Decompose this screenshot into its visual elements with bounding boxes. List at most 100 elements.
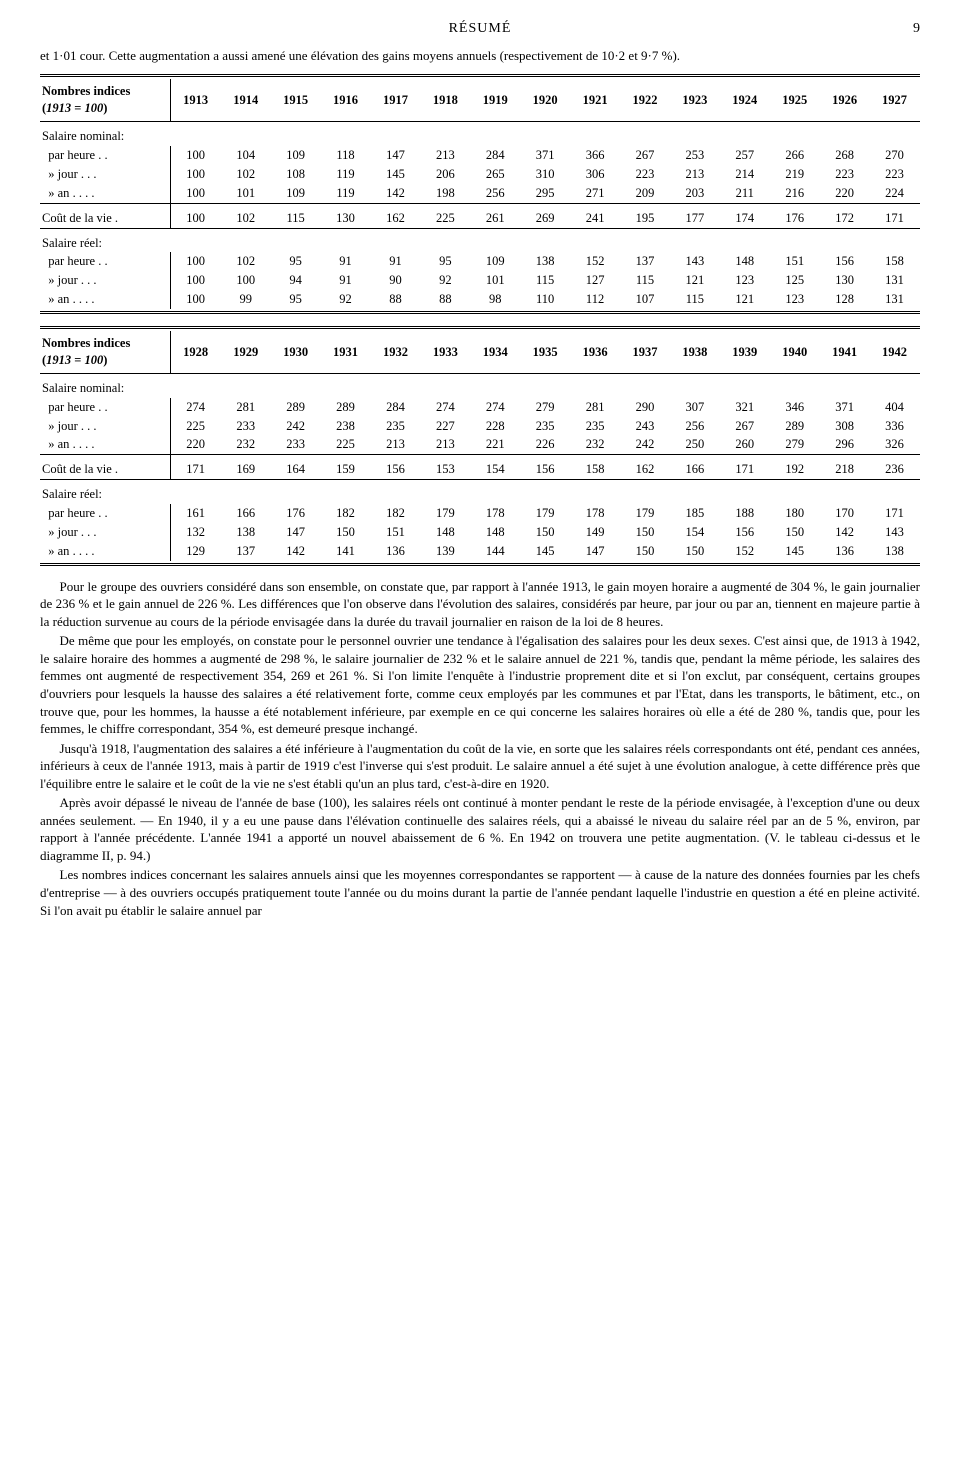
table-cell: 177: [670, 204, 720, 228]
table-cell: 109: [470, 252, 520, 271]
table-cell: 95: [271, 252, 321, 271]
table-cell: 147: [271, 523, 321, 542]
table-cell: 404: [870, 398, 920, 417]
row-label: par heure: [40, 398, 170, 417]
table-cell: 256: [670, 417, 720, 436]
table-cell: 188: [720, 504, 770, 523]
year-header: 1933: [420, 331, 470, 373]
table-cell: 235: [370, 417, 420, 436]
row-label: » an: [40, 184, 170, 203]
table-cell: 223: [870, 165, 920, 184]
group-header: Salaire nominal:: [40, 122, 920, 146]
table-cell: 171: [720, 455, 770, 479]
table-cell: 132: [170, 523, 221, 542]
table-cell: 138: [870, 542, 920, 561]
table-cell: 150: [321, 523, 371, 542]
table-cell: 242: [620, 435, 670, 454]
table-cell: 143: [670, 252, 720, 271]
table-cell: 148: [720, 252, 770, 271]
table-cell: 112: [570, 290, 620, 309]
row-label: » jour: [40, 523, 170, 542]
table-cell: 371: [820, 398, 870, 417]
year-header: 1939: [720, 331, 770, 373]
table-cell: 176: [770, 204, 820, 228]
table-cell: 289: [321, 398, 371, 417]
table-cell: 267: [620, 146, 670, 165]
table-cell: 182: [370, 504, 420, 523]
table-cell: 115: [670, 290, 720, 309]
year-header: 1923: [670, 79, 720, 121]
table-cell: 123: [770, 290, 820, 309]
table-cell: 321: [720, 398, 770, 417]
table-cell: 233: [221, 417, 271, 436]
table-cell: 170: [820, 504, 870, 523]
table-cell: 271: [570, 184, 620, 203]
year-header: 1927: [870, 79, 920, 121]
table-cell: 102: [221, 165, 271, 184]
row-label: » jour: [40, 417, 170, 436]
table-cell: 296: [820, 435, 870, 454]
table-cell: 162: [370, 204, 420, 228]
year-header: 1920: [520, 79, 570, 121]
table-cell: 225: [170, 417, 221, 436]
table-cell: 223: [820, 165, 870, 184]
table-cell: 100: [170, 204, 221, 228]
table-cell: 151: [770, 252, 820, 271]
table-cell: 270: [870, 146, 920, 165]
table-caption: Nombres indices (1913 = 100): [40, 331, 170, 373]
table-cell: 156: [820, 252, 870, 271]
table-cell: 91: [321, 252, 371, 271]
table-cell: 179: [520, 504, 570, 523]
table-cell: 185: [670, 504, 720, 523]
table-cell: 162: [620, 455, 670, 479]
table-cell: 198: [420, 184, 470, 203]
table-cell: 107: [620, 290, 670, 309]
table-cell: 308: [820, 417, 870, 436]
table-cell: 219: [770, 165, 820, 184]
table-cell: 227: [420, 417, 470, 436]
table-cell: 91: [370, 252, 420, 271]
table-cell: 180: [770, 504, 820, 523]
table-cell: 232: [221, 435, 271, 454]
row-label: » jour: [40, 165, 170, 184]
table-cell: 164: [271, 455, 321, 479]
table-cell: 90: [370, 271, 420, 290]
group-header: Salaire nominal:: [40, 373, 920, 397]
table-cell: 238: [321, 417, 371, 436]
table-cell: 250: [670, 435, 720, 454]
table-cell: 91: [321, 271, 371, 290]
row-label: » an: [40, 435, 170, 454]
table-cell: 274: [420, 398, 470, 417]
table-2: Nombres indices (1913 = 100)192819291930…: [40, 326, 920, 566]
year-header: 1929: [221, 331, 271, 373]
table-cell: 102: [221, 204, 271, 228]
table-cell: 121: [720, 290, 770, 309]
table-cell: 253: [670, 146, 720, 165]
table-cell: 121: [670, 271, 720, 290]
table-cell: 310: [520, 165, 570, 184]
table-cell: 101: [221, 184, 271, 203]
table-cell: 138: [520, 252, 570, 271]
table-cell: 100: [170, 146, 221, 165]
table-cell: 125: [770, 271, 820, 290]
year-header: 1928: [170, 331, 221, 373]
year-header: 1941: [820, 331, 870, 373]
year-header: 1934: [470, 331, 520, 373]
table-cell: 228: [470, 417, 520, 436]
table-cell: 127: [570, 271, 620, 290]
table-cell: 92: [321, 290, 371, 309]
row-label: par heure: [40, 146, 170, 165]
paragraph: Les nombres indices concernant les salai…: [40, 866, 920, 919]
year-header: 1915: [271, 79, 321, 121]
table-cell: 269: [520, 204, 570, 228]
table-cell: 108: [271, 165, 321, 184]
table-1: Nombres indices (1913 = 100)191319141915…: [40, 74, 920, 314]
table-cell: 182: [321, 504, 371, 523]
table-cell: 145: [370, 165, 420, 184]
table-cell: 266: [770, 146, 820, 165]
table-cell: 148: [420, 523, 470, 542]
table-cell: 218: [820, 455, 870, 479]
table-cell: 289: [770, 417, 820, 436]
table-cell: 136: [370, 542, 420, 561]
table-cell: 109: [271, 146, 321, 165]
